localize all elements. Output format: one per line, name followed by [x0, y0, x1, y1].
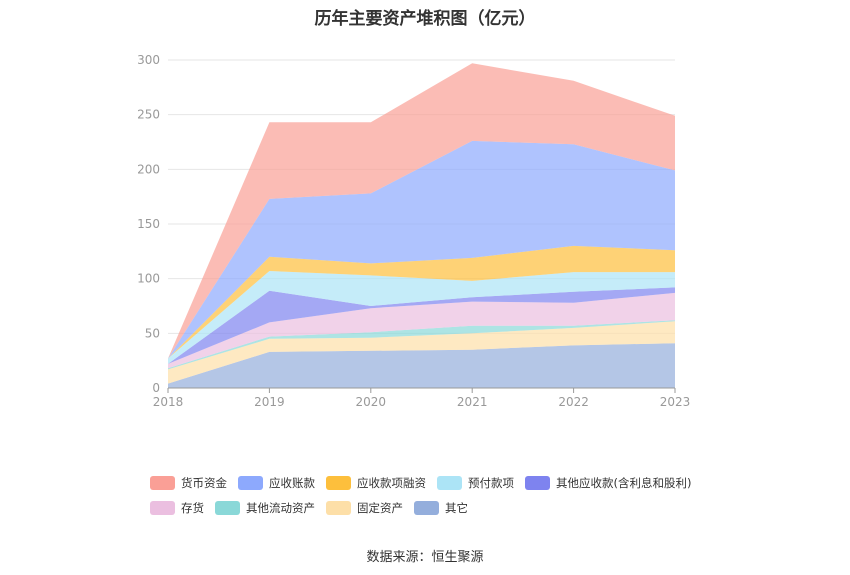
area-series-1: [168, 321, 675, 384]
stacked-area-chart: 0 50 100 150 200 250 300 2018 2019 2020 2021 2022 20…: [137, 53, 690, 409]
legend-row: 存货 其他流动资产 固定资产 其它: [150, 495, 750, 520]
y-tick-label: 200: [137, 162, 160, 176]
legend-item[interactable]: 存货: [150, 500, 204, 516]
legend-row: 货币资金 应收账款 应收款项融资 预付款项 其他应收款(含利息和股利): [150, 470, 750, 495]
x-tick-label: 2023: [660, 395, 691, 409]
legend-item[interactable]: 其他应收款(含利息和股利): [525, 475, 691, 491]
area-series-7: [168, 140, 675, 359]
legend-swatch: [525, 475, 550, 490]
area-series-6: [168, 245, 675, 359]
y-tick-label: 50: [145, 326, 160, 340]
legend-label: 存货: [181, 500, 204, 515]
legend-label: 货币资金: [181, 475, 227, 490]
legend-label: 其他应收款(含利息和股利): [556, 475, 692, 490]
y-tick-label: 100: [137, 272, 160, 286]
legend-label: 固定资产: [357, 500, 403, 515]
source-note: 数据来源：恒生聚源: [366, 550, 484, 565]
y-tick-label: 300: [137, 53, 160, 67]
legend-item[interactable]: 应收账款: [238, 475, 315, 491]
legend-swatch: [437, 475, 462, 490]
axes: 0 50 100 150 200 250 300 2018 2019 2020 2021 2022 20…: [137, 53, 690, 409]
area-series-4: [168, 287, 675, 364]
area-series-2: [168, 320, 675, 370]
legend-swatch: [326, 500, 351, 515]
area-series: [168, 63, 675, 388]
legend-label: 其他流动资产: [246, 500, 315, 515]
legend-label: 应收账款: [269, 475, 315, 490]
chart-title: 历年主要资产堆积图（亿元）: [314, 9, 536, 29]
y-tick-label: 150: [137, 217, 160, 231]
x-tick-label: 2019: [254, 395, 285, 409]
legend-label: 预付款项: [468, 475, 514, 490]
legend-swatch: [414, 500, 439, 515]
area-series-5: [168, 271, 675, 364]
legend-swatch: [215, 500, 240, 515]
x-tick-label: 2020: [356, 395, 387, 409]
legend-swatch: [150, 475, 175, 490]
legend: 货币资金 应收账款 应收款项融资 预付款项 其他应收款(含利息和股利) 存货 其他流动资产 固…: [150, 470, 750, 520]
legend-swatch: [150, 500, 175, 515]
legend-label: 其它: [445, 500, 468, 515]
area-series-8: [168, 63, 675, 359]
legend-item[interactable]: 其他流动资产: [215, 500, 315, 516]
legend-item[interactable]: 预付款项: [437, 475, 514, 491]
legend-item[interactable]: 应收款项融资: [326, 475, 426, 491]
legend-item[interactable]: 其它: [414, 500, 468, 516]
x-tick-label: 2018: [153, 395, 184, 409]
legend-item[interactable]: 固定资产: [326, 500, 403, 516]
legend-swatch: [326, 475, 351, 490]
area-series-3: [168, 292, 675, 369]
y-tick-label: 250: [137, 108, 160, 122]
legend-swatch: [238, 475, 263, 490]
area-series-0: [168, 343, 675, 388]
y-tick-label: 0: [152, 381, 160, 395]
legend-item[interactable]: 货币资金: [150, 475, 227, 491]
legend-label: 应收款项融资: [357, 475, 426, 490]
x-tick-label: 2022: [558, 395, 589, 409]
x-tick-label: 2021: [457, 395, 488, 409]
